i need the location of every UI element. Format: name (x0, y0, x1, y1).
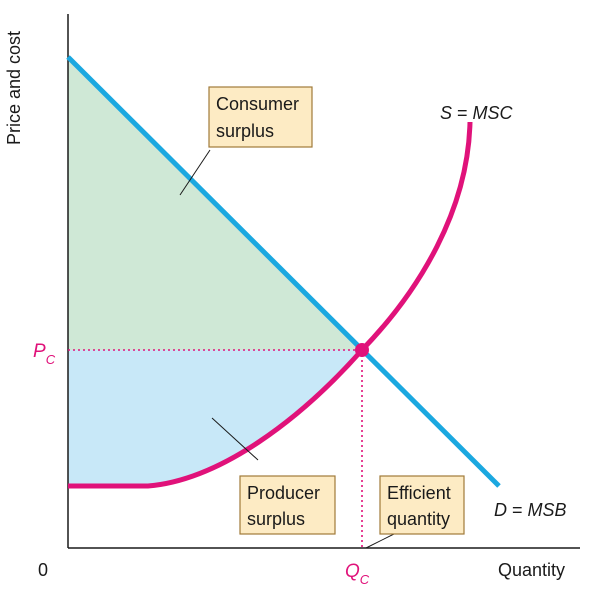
producer-surplus-label-line-2: surplus (247, 509, 305, 529)
x-axis-label: Quantity (498, 560, 565, 580)
producer-surplus-area (68, 350, 362, 486)
quantity-label: QC (345, 561, 370, 587)
consumer-surplus-callout (208, 86, 313, 148)
demand-curve-label: D = MSB (494, 500, 567, 520)
efficient-quantity-callout (379, 475, 465, 535)
consumer-surplus-leader (179, 149, 211, 196)
producer-surplus-callout (239, 475, 336, 535)
consumer-surplus-label-line-2: surplus (216, 121, 274, 141)
quantity-symbol: Q (345, 561, 360, 582)
supply-curve-label: S = MSC (440, 103, 514, 123)
price-symbol: P (33, 341, 46, 362)
price-subscript: C (46, 352, 56, 367)
supply-name: MSC (473, 103, 514, 123)
price-label: PC (33, 341, 56, 367)
supply-equals: = (452, 103, 473, 123)
efficient-quantity-label-line-1: Efficient (387, 483, 451, 503)
efficient-quantity-label-line-2: quantity (387, 509, 450, 529)
producer-surplus-leader (211, 417, 259, 461)
supply-letter: S (440, 103, 452, 123)
y-axis-label: Price and cost (4, 31, 24, 145)
origin-label: 0 (38, 560, 48, 580)
demand-letter: D (494, 500, 507, 520)
equilibrium-point (355, 343, 369, 357)
demand-curve (66, 55, 501, 488)
consumer-surplus-label-line-1: Consumer (216, 94, 299, 114)
producer-surplus-label-line-1: Producer (247, 483, 320, 503)
demand-equals: = (507, 500, 528, 520)
demand-name: MSB (528, 500, 567, 520)
quantity-subscript: C (360, 572, 370, 587)
